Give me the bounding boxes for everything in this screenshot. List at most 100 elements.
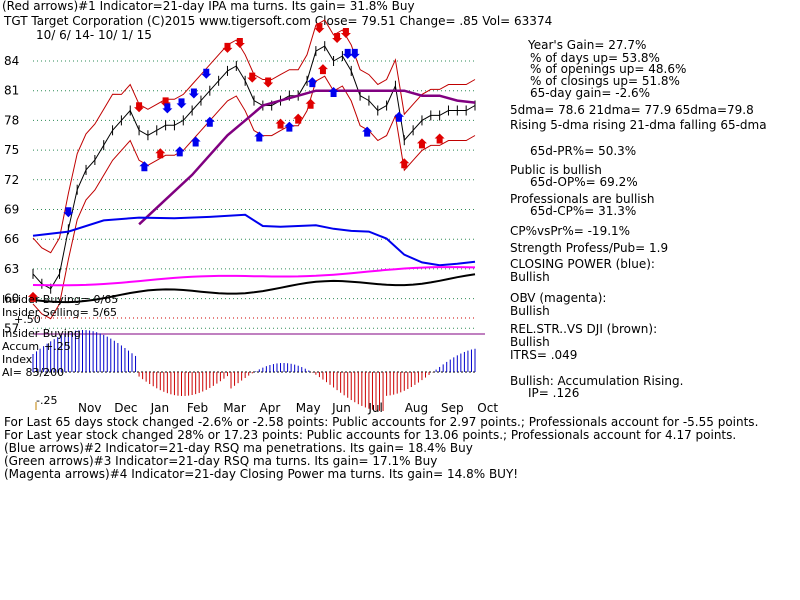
blue-up-arrow: [174, 146, 185, 157]
closing-power-series: [32, 213, 476, 304]
red-down-arrow: [340, 28, 351, 39]
day65-gain: 65-day gain= -2.6%: [530, 86, 651, 100]
price-bands: [32, 19, 476, 320]
red-up-arrow: [305, 98, 316, 109]
pct-openings-up: % of openings up= 48.6%: [530, 62, 687, 76]
index-label: Index: [2, 353, 33, 366]
y-tick-label: 57: [4, 321, 19, 335]
relstr-label: REL.STR..VS DJI (brown):: [510, 322, 658, 336]
level-plus-50: +.50: [14, 313, 41, 326]
date-range: 10/ 6/ 14- 10/ 1/ 15: [36, 28, 152, 42]
red-up-arrow: [416, 138, 427, 149]
x-tick-label: May: [296, 401, 321, 415]
x-tick-label: Sep: [441, 401, 464, 415]
y-tick-label: 69: [4, 203, 19, 217]
accum-index-series: [32, 330, 476, 411]
public-status: Public is bullish: [510, 163, 602, 177]
blue-down-arrow: [349, 48, 360, 59]
blue-up-arrow: [362, 126, 373, 137]
y-tick-label: 63: [4, 262, 19, 276]
footer-line-2: For Last year stock changed 28% or 17.23…: [4, 428, 737, 442]
blue-down-arrow: [176, 98, 187, 109]
x-tick-label: Jun: [331, 401, 351, 415]
itrs-value: ITRS= .049: [510, 348, 578, 362]
chart-title-line: TGT Target Corporation (C)2015 www.tiger…: [4, 14, 553, 28]
blue-down-arrow: [201, 68, 212, 79]
footer-line-1: For Last 65 days stock changed -2.6% or …: [4, 415, 759, 429]
blue-up-arrow: [139, 161, 150, 172]
signal-arrows: [28, 23, 445, 302]
x-tick-label: Dec: [114, 401, 137, 415]
red-up-arrow: [275, 118, 286, 129]
blue-down-arrow: [342, 48, 353, 59]
red-up-arrow: [28, 291, 38, 302]
footer-line-5: (Magenta arrows)#4 Indicator=21-day Clos…: [4, 467, 519, 481]
professionals-status: Professionals are bullish: [510, 192, 655, 206]
x-tick-label: Nov: [78, 401, 101, 415]
pct-closings-up: % of closings up= 51.8%: [530, 74, 680, 88]
blue-up-arrow: [307, 77, 318, 88]
indicator-1-line: (Red arrows)#1 Indicator=21-day IPA ma t…: [2, 0, 415, 13]
red-down-arrow: [247, 72, 258, 83]
blue-down-arrow: [188, 88, 199, 99]
closing-power-status: Bullish: [510, 270, 550, 284]
obv-status: Bullish: [510, 304, 550, 318]
ma65-line: [138, 89, 476, 226]
ma-direction: Rising 5-dma rising 21-dma falling 65-dm…: [510, 118, 767, 132]
blue-up-arrow: [254, 131, 265, 142]
red-down-arrow: [234, 37, 245, 48]
upper-band: [32, 19, 476, 254]
red-down-arrow: [222, 42, 233, 53]
y-tick-label: 75: [4, 143, 19, 157]
x-tick-labels: Nov Dec Jan Feb Mar Apr May Jun Jul Aug Sep Oct: [35, 401, 498, 415]
insider-selling: Insider Selling= 5/65: [2, 306, 118, 319]
red-down-arrow: [134, 102, 145, 113]
blue-up-arrow: [328, 87, 339, 97]
red-down-arrow: [263, 77, 274, 88]
closing-power-line: [32, 213, 476, 267]
lower-band: [32, 75, 476, 320]
y-tick-label: 78: [4, 113, 19, 127]
obv-label: OBV (magenta):: [510, 291, 607, 305]
relstr-status: Bullish: [510, 335, 550, 349]
blue-down-arrow: [63, 207, 74, 218]
blue-down-arrow: [162, 103, 173, 114]
red-up-arrow: [399, 158, 410, 169]
y-tick-labels: 84 81 78 75 72 69 66 63 60 57: [4, 54, 19, 335]
footer-line-4: (Green arrows)#3 Indicator=21-day RSQ ma…: [4, 454, 438, 468]
red-down-arrow: [314, 23, 325, 34]
insider-buying-2: Insider Buying: [2, 327, 81, 340]
blue-up-arrow: [284, 121, 295, 132]
ai-value: AI= 83/200: [2, 366, 65, 379]
price-line: [32, 45, 476, 290]
y-tick-label: 66: [4, 232, 19, 246]
pct-days-up: % of days up= 53.8%: [530, 51, 660, 65]
red-up-arrow: [293, 113, 304, 124]
accum-label: Accum: [2, 340, 40, 353]
red-up-arrow: [434, 133, 445, 144]
level-minus-25: -.25: [36, 394, 58, 407]
x-tick-label: Aug: [405, 401, 428, 415]
years-gain: Year's Gain= 27.7%: [528, 38, 647, 52]
x-tick-label: Mar: [223, 401, 246, 415]
y-tick-label: 60: [4, 292, 19, 306]
price-series: [32, 41, 476, 294]
blue-up-arrow: [204, 116, 215, 127]
relstr-line: [32, 273, 476, 304]
op-pct: 65d-OP%= 69.2%: [530, 175, 638, 189]
blue-up-arrow: [393, 111, 404, 122]
level-plus-25: +.25: [44, 340, 71, 353]
cp-pct: 65d-CP%= 31.3%: [530, 204, 637, 218]
ip-value: IP= .126: [528, 386, 580, 400]
red-up-arrow: [155, 148, 166, 159]
ma-values: 5dma= 78.6 21dma= 77.9 65dma=79.8: [510, 103, 754, 117]
closing-power-label: CLOSING POWER (blue):: [510, 257, 655, 271]
y-tick-label: 81: [4, 84, 19, 98]
accum-status: Bullish: Accumulation Rising.: [510, 374, 684, 388]
x-tick-label: Jan: [150, 401, 170, 415]
red-up-arrow: [317, 64, 328, 75]
cp-vs-pr: CP%vsPr%= -19.1%: [510, 224, 631, 238]
pr-pct: 65d-PR%= 50.3%: [530, 144, 637, 158]
